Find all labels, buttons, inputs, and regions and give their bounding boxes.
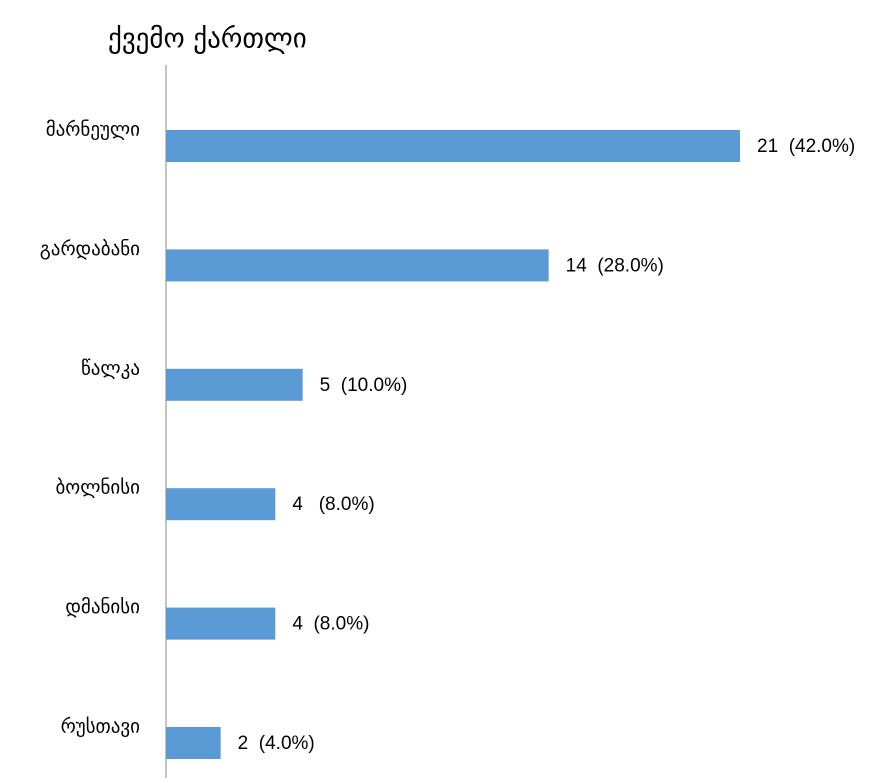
data-label: 14 (28.0%) [566,255,664,276]
bar [166,727,221,759]
bar [166,607,276,640]
bar [166,368,303,401]
bar [166,488,276,521]
data-label: 21 (42.0%) [757,136,855,157]
data-label: 2 (4.0%) [238,733,315,754]
data-label: 4 (8.0%) [292,494,374,515]
chart-title: ქვემო ქართლი [108,24,307,55]
data-label: 4 (8.0%) [292,614,369,635]
category-label: წალკა [81,357,140,379]
category-label: დმანისი [65,596,140,618]
bar [166,130,740,162]
data-label: 5 (10.0%) [320,375,408,396]
bar [166,249,549,282]
category-label: ბოლნისი [55,477,140,499]
category-label: მარნეული [46,119,140,141]
category-label: გარდაბანი [40,238,140,260]
category-label: რუსთავი [61,716,140,738]
